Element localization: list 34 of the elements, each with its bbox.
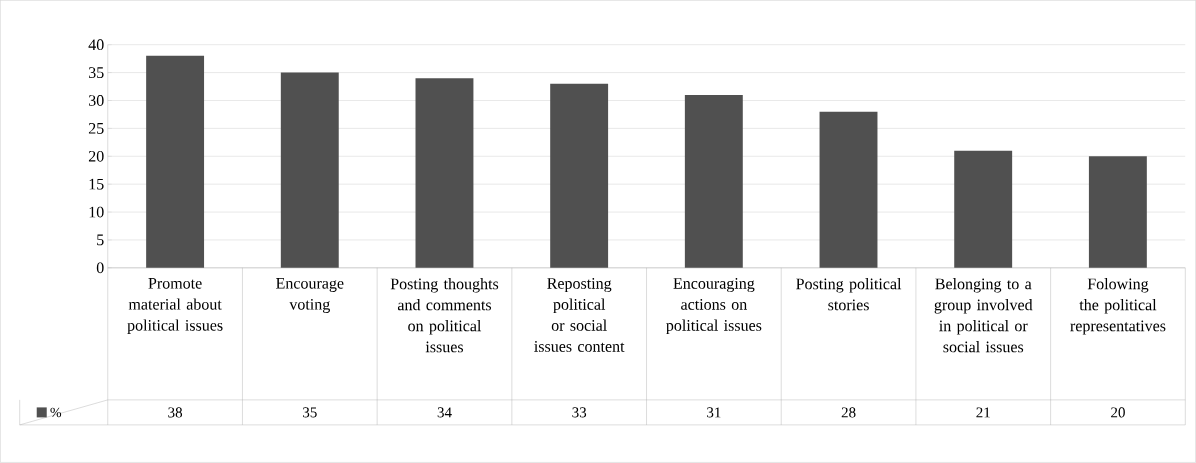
y-tick-label: 15: [89, 178, 104, 190]
bar: [550, 83, 609, 269]
data-label: 31: [707, 407, 721, 418]
bar: [1088, 156, 1147, 269]
x-tick-label: Encourage voting: [276, 278, 344, 314]
x-tick-label: Encouraging actions on political issues: [666, 278, 762, 335]
x-tick-label: Posting thoughts and comments on political issues: [390, 278, 499, 353]
y-tick-label: 40: [88, 39, 104, 51]
x-tick-label: Belonging to a group involved in political or social issues: [934, 278, 1033, 353]
y-tick-label: 5: [97, 234, 104, 246]
y-tick-label: 10: [89, 206, 104, 218]
data-label: 20: [1111, 407, 1125, 418]
x-tick-label: Promote material about political issues: [127, 278, 223, 335]
x-tick-label: Reposting political or social issues content: [534, 278, 625, 353]
legend-label: %: [50, 407, 62, 418]
data-label: 33: [572, 407, 587, 418]
x-tick-label: Posting political stories: [796, 278, 902, 311]
data-label: 34: [437, 407, 452, 418]
bar: [819, 111, 878, 269]
y-tick-label: 0: [96, 262, 104, 274]
y-tick-label: 20: [88, 151, 104, 162]
y-tick-label: 30: [88, 95, 104, 107]
y-tick-label: 35: [88, 67, 104, 79]
bar: [684, 95, 743, 269]
x-tick-label: Folowing the political representatives: [1070, 278, 1166, 335]
bar: [415, 78, 474, 269]
bar: [146, 56, 205, 269]
data-label: 35: [303, 407, 317, 418]
data-label: 38: [168, 407, 183, 418]
y-tick-label: 25: [88, 123, 104, 134]
bar: [280, 72, 339, 269]
bar: [954, 150, 1013, 269]
data-label: 28: [841, 407, 856, 418]
data-label: 21: [976, 407, 990, 418]
